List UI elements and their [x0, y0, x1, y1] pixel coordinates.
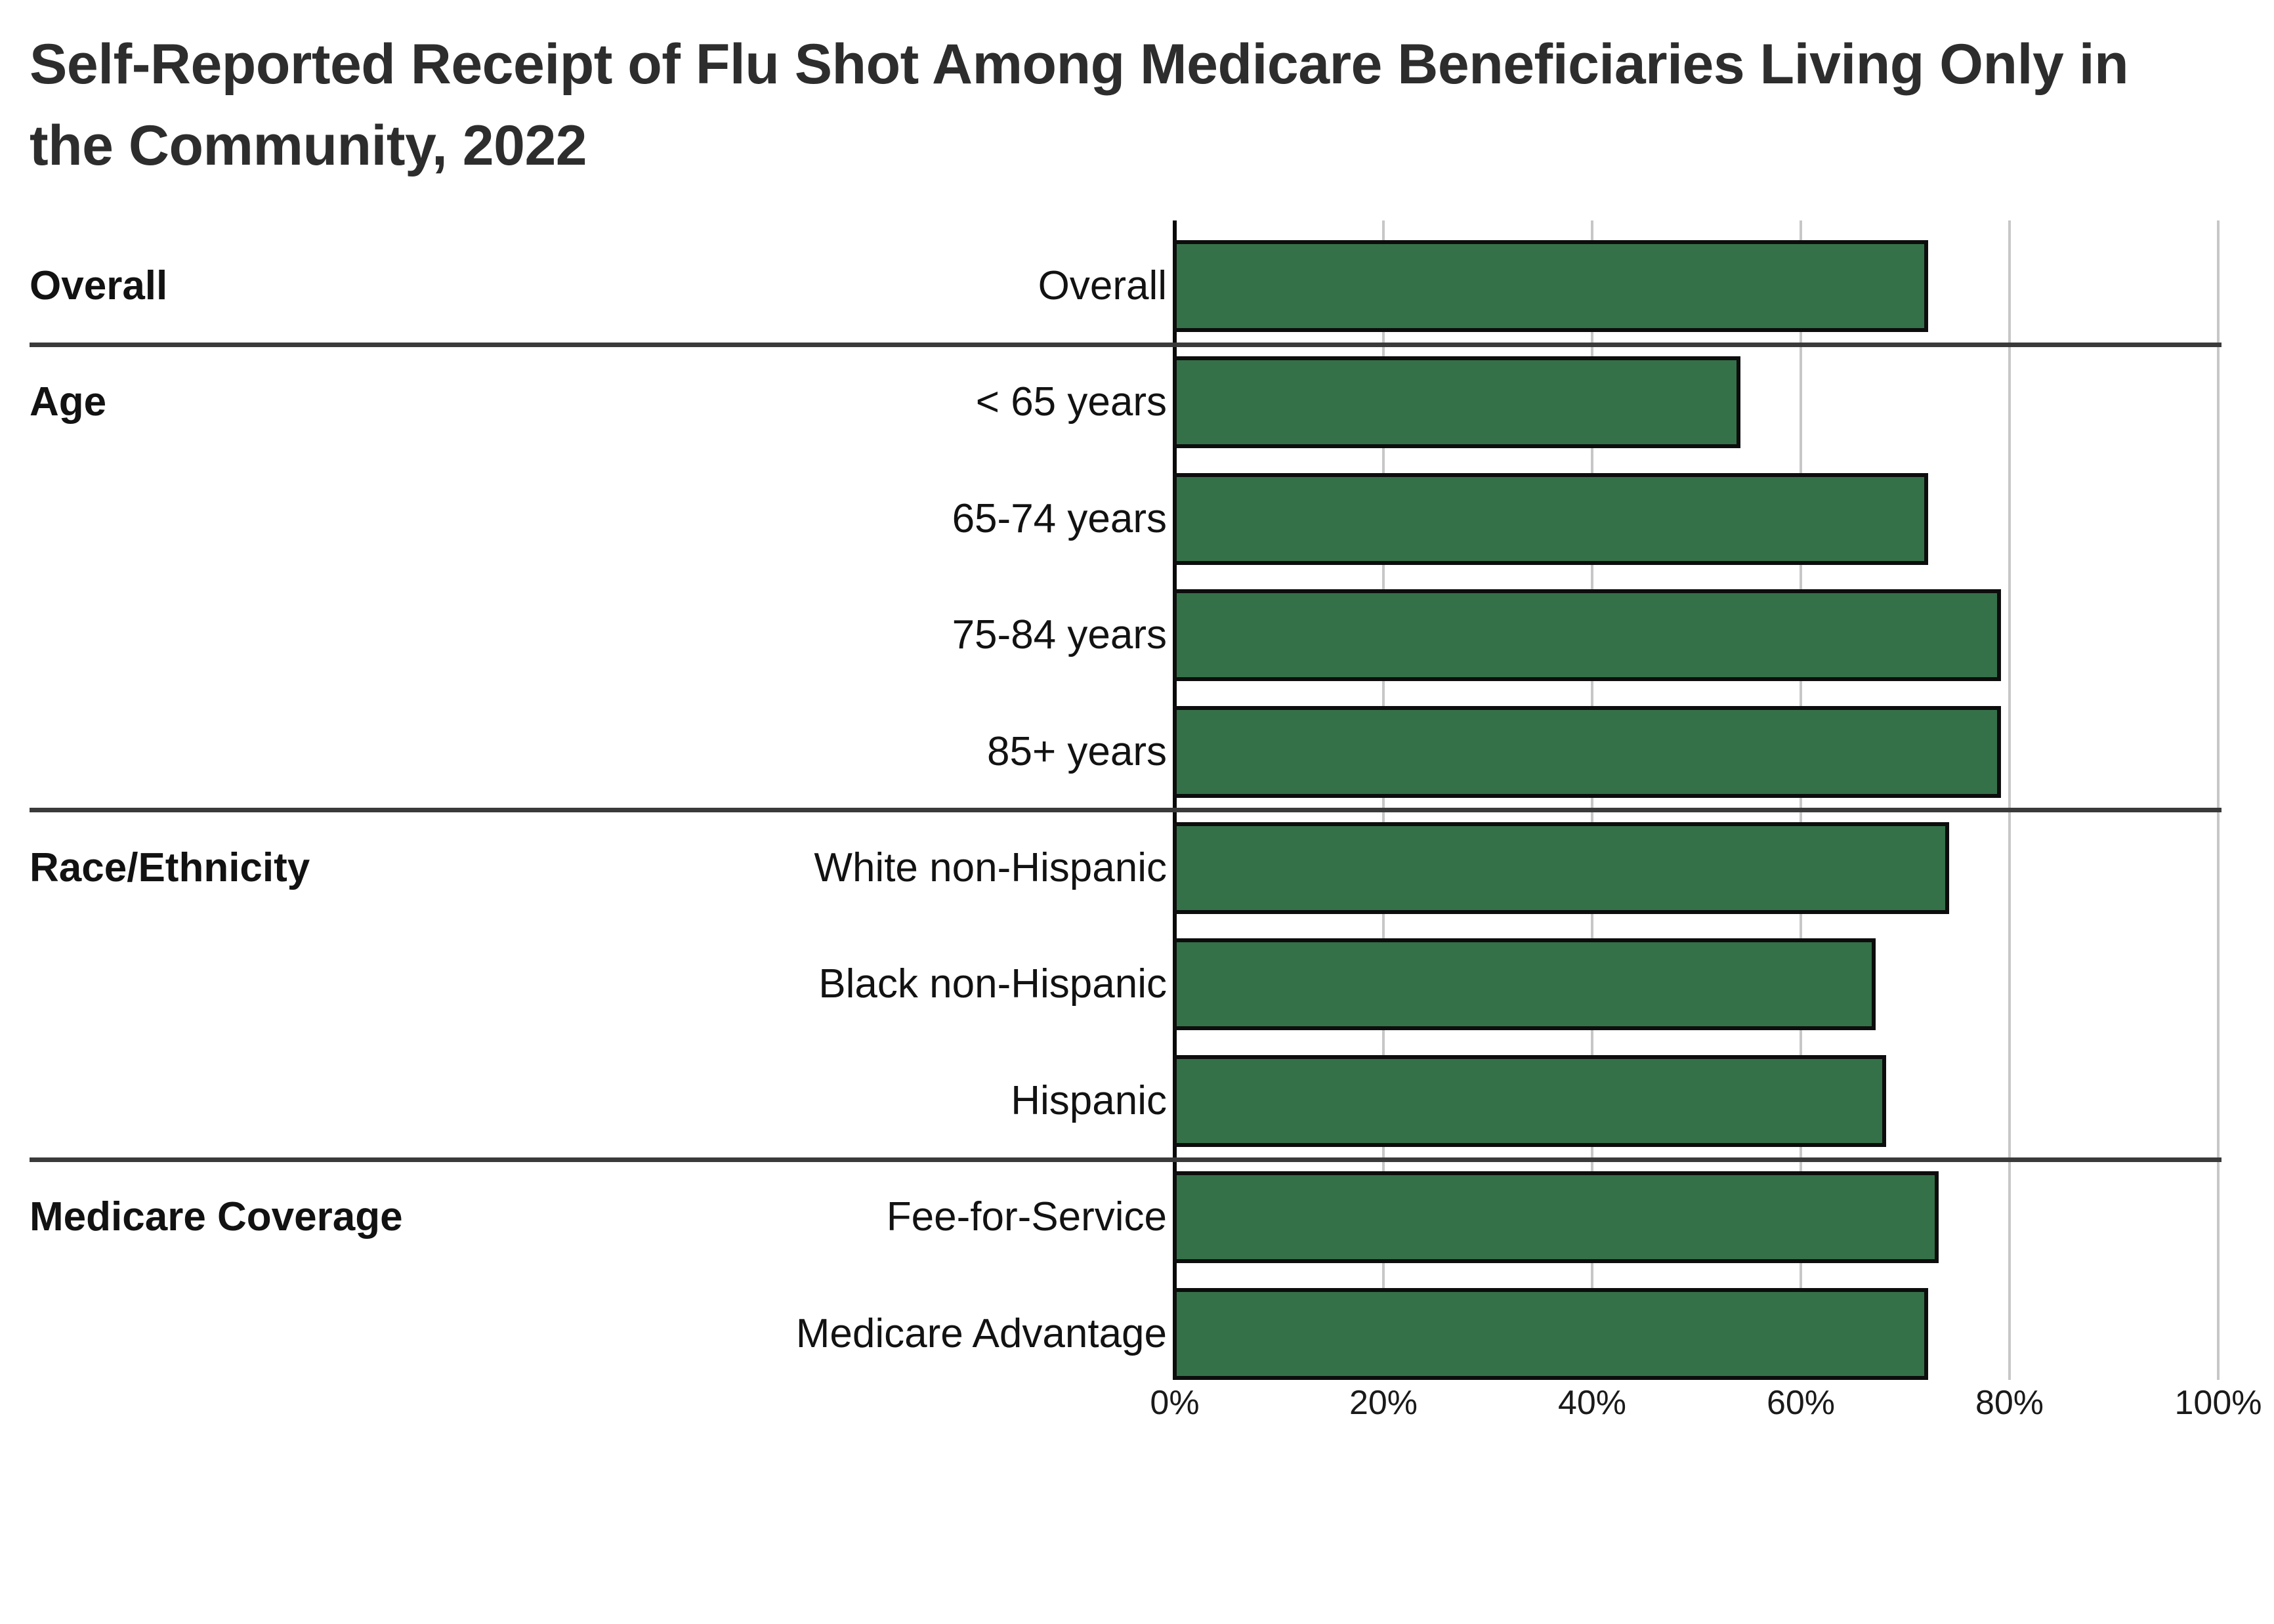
y-axis-line — [1173, 220, 1177, 1380]
bar-fee-for-service — [1173, 1171, 1939, 1264]
gridline-40pct — [1591, 220, 1593, 1380]
bar-overall — [1173, 240, 1928, 332]
section-separator — [30, 342, 2221, 347]
bar-65-74-years — [1173, 472, 1928, 565]
bar-85-years — [1173, 705, 2002, 798]
section-separator — [30, 808, 2221, 813]
x-tick-label-0pct: 0% — [1150, 1384, 1200, 1422]
bar-75-84-years — [1173, 589, 2002, 682]
gridline-60pct — [1800, 220, 1802, 1380]
x-tick-label-60pct: 60% — [1766, 1384, 1836, 1422]
chart-title: Self-Reported Receipt of Flu Shot Among … — [30, 33, 2129, 177]
category-label-medicare-advantage: Medicare Advantage — [795, 1310, 1167, 1356]
category-label-65-74-years: 65-74 years — [952, 495, 1167, 541]
category-label-white-non-hispanic: White non-Hispanic — [814, 845, 1167, 890]
x-tick-label-80pct: 80% — [1975, 1384, 2044, 1422]
gridline-80pct — [2008, 220, 2011, 1380]
gridline-100pct — [2217, 220, 2220, 1380]
bar-65-years — [1173, 356, 1740, 449]
category-label-65-years: < 65 years — [975, 379, 1167, 425]
bar-white-non-hispanic — [1173, 822, 1949, 914]
x-tick-label-100pct: 100% — [2174, 1384, 2262, 1422]
x-tick-label-20pct: 20% — [1349, 1384, 1418, 1422]
category-label-fee-for-service: Fee-for-Service — [886, 1194, 1167, 1240]
category-label-black-non-hispanic: Black non-Hispanic — [818, 961, 1167, 1007]
group-label-medicare-coverage: Medicare Coverage — [30, 1194, 403, 1240]
section-separator — [30, 1157, 2221, 1162]
category-label-75-84-years: 75-84 years — [952, 612, 1167, 658]
gridline-20pct — [1382, 220, 1385, 1380]
bar-medicare-advantage — [1173, 1287, 1928, 1380]
bar-black-non-hispanic — [1173, 938, 1876, 1031]
group-label-overall: Overall — [30, 263, 168, 308]
group-label-age: Age — [30, 379, 107, 425]
category-label-overall: Overall — [1038, 263, 1167, 308]
bar-hispanic — [1173, 1054, 1887, 1147]
x-tick-label-40pct: 40% — [1557, 1384, 1627, 1422]
category-label-85-years: 85+ years — [986, 728, 1167, 774]
group-label-race-ethnicity: Race/Ethnicity — [30, 845, 310, 890]
category-label-hispanic: Hispanic — [1011, 1077, 1167, 1123]
